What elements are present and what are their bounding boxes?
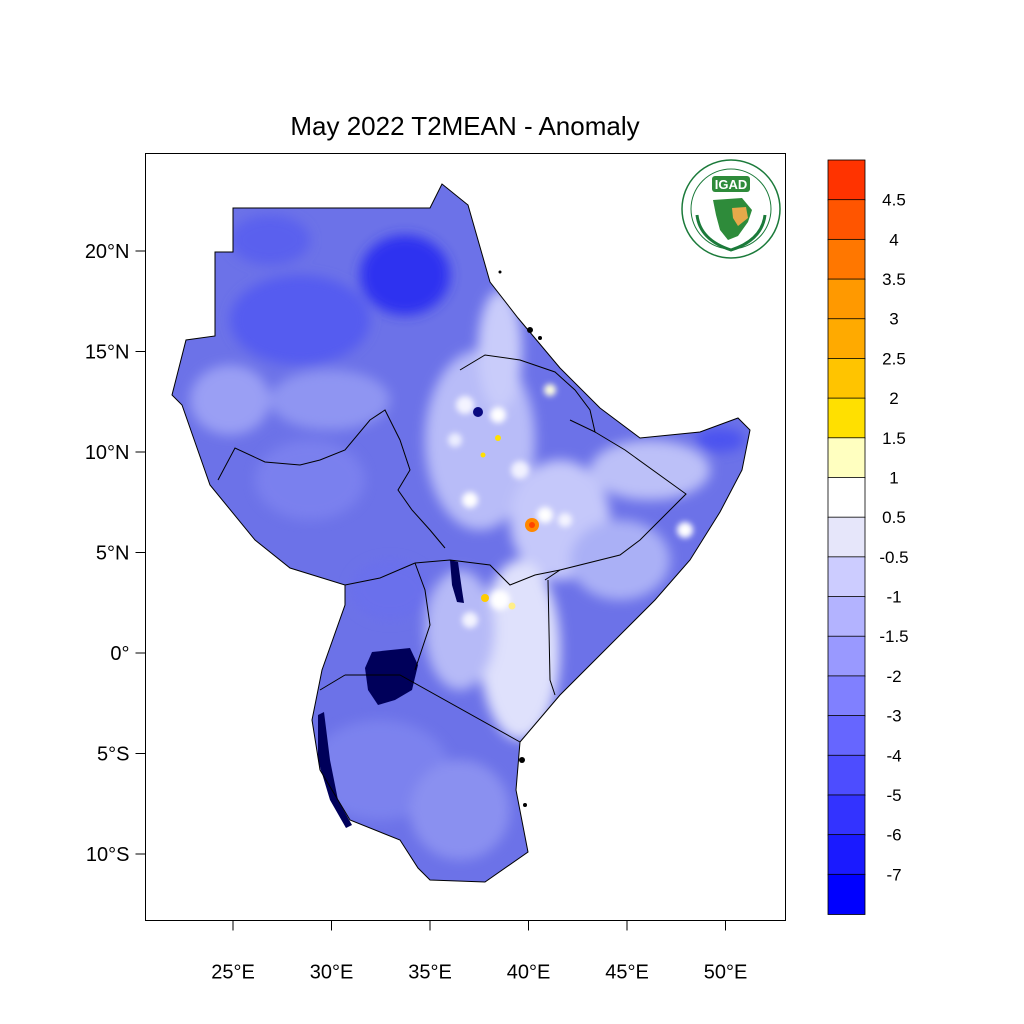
- lake-tanganyika: [318, 712, 352, 828]
- colorbar-label: -1.5: [879, 627, 908, 646]
- colorbar-label: 4: [889, 230, 898, 249]
- colorbar-label: 2: [889, 389, 898, 408]
- colorbar-swatch: [827, 873, 866, 915]
- lat-tick-label: 10°S: [86, 844, 130, 866]
- small-anomaly-spots: [448, 384, 693, 628]
- colorbar-label: 3: [889, 310, 898, 329]
- colorbar-swatch: [827, 159, 866, 201]
- logo-text: IGAD: [715, 177, 748, 192]
- colorbar-swatch: [827, 596, 866, 638]
- laurel-icon: [695, 214, 767, 252]
- colorbar-label: -1: [886, 588, 901, 607]
- lon-tick-label: 40°E: [507, 962, 551, 984]
- lat-tick-label: 10°N: [85, 442, 130, 464]
- colorbar-swatch: [827, 794, 866, 836]
- colorbar-swatch: [827, 556, 866, 598]
- colorbar-label: -7: [886, 865, 901, 884]
- colorbar-swatch: [827, 318, 866, 360]
- colorbar-swatch: [827, 477, 866, 519]
- lat-tick-label: 0°: [110, 643, 129, 665]
- map-title: May 2022 T2MEAN - Anomaly: [290, 111, 639, 141]
- lake-turkana: [450, 560, 464, 603]
- colorbar-label: 4.5: [882, 191, 906, 210]
- colorbar-swatch: [827, 754, 866, 796]
- longitude-axis: 25°E 30°E 35°E 40°E 45°E 50°E: [211, 920, 748, 984]
- logo-badge: [712, 176, 750, 192]
- colorbar-labels: 4.5 4 3.5 3 2.5 2 1.5 1 0.5 -0.5 -1 -1.5 -2 -3 -4 -5 -6 -…: [879, 191, 908, 885]
- colorbar-label: -5: [886, 786, 901, 805]
- colorbar-swatch: [827, 397, 866, 439]
- colorbar-label: -0.5: [879, 548, 908, 567]
- colorbar-swatch: [827, 278, 866, 320]
- colorbar-label: 1: [889, 468, 898, 487]
- lon-tick-label: 45°E: [605, 962, 649, 984]
- latitude-axis: 20°N 15°N 10°N 5°N 0° 5°S 10°S: [85, 241, 146, 866]
- colorbar-swatch: [827, 199, 866, 241]
- lat-tick-label: 5°N: [96, 543, 130, 565]
- lon-tick-label: 50°E: [704, 962, 748, 984]
- lat-tick-label: 5°S: [97, 744, 129, 766]
- colorbar-swatch: [827, 715, 866, 757]
- colorbar-label: 1.5: [882, 429, 906, 448]
- colorbar-label: -3: [886, 707, 901, 726]
- region-coastline: [171, 183, 751, 883]
- lon-tick-label: 25°E: [211, 962, 255, 984]
- colorbar-swatch: [827, 675, 866, 717]
- colorbar-swatch: [827, 437, 866, 479]
- colorbar-swatch: [827, 358, 866, 400]
- igad-logo: IGAD: [681, 159, 781, 259]
- colorbar-label: -2: [886, 667, 901, 686]
- colorbar-label: 0.5: [882, 508, 906, 527]
- colorbar-label: -6: [886, 826, 901, 845]
- colorbar-swatch: [827, 635, 866, 677]
- igad-region-icon: [732, 207, 748, 226]
- anomaly-patches: [190, 215, 745, 860]
- colorbar: [827, 159, 866, 915]
- coastal-islands: [498, 270, 542, 807]
- colorbar-swatch: [827, 516, 866, 558]
- lake-victoria: [365, 648, 418, 705]
- colorbar-label: -4: [886, 746, 901, 765]
- colorbar-label: 3.5: [882, 270, 906, 289]
- colorbar-swatch: [827, 238, 866, 280]
- colorbar-swatch: [827, 834, 866, 876]
- lat-tick-label: 15°N: [85, 342, 130, 364]
- colorbar-label: 2.5: [882, 349, 906, 368]
- lon-tick-label: 30°E: [310, 962, 354, 984]
- country-borders: [217, 354, 687, 743]
- lat-tick-label: 20°N: [85, 241, 130, 263]
- lon-tick-label: 35°E: [408, 962, 452, 984]
